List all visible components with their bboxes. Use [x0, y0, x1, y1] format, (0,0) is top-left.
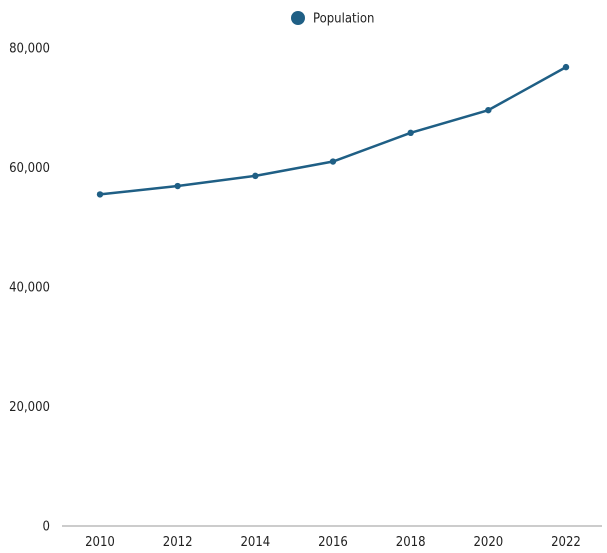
data-point	[562, 63, 570, 71]
x-tick-label: 2020	[473, 535, 503, 548]
legend: Population	[291, 11, 374, 27]
y-tick-label: 80,000	[9, 42, 50, 57]
x-tick-label: 2014	[240, 535, 270, 548]
x-tick-label: 2022	[551, 535, 581, 548]
x-tick-label: 2016	[318, 535, 348, 548]
series-line-population	[98, 65, 568, 196]
data-point	[96, 191, 104, 198]
plot-area	[96, 63, 570, 198]
y-axis: 0 20,000 40,000 60,000 80,000	[9, 42, 50, 535]
x-tick-label: 2010	[85, 535, 115, 548]
legend-marker-population	[291, 11, 305, 25]
x-axis: 2010 2012 2014 2016 2018 2020 2022	[62, 525, 602, 550]
x-tick-label: 2018	[396, 535, 426, 548]
data-point	[252, 172, 259, 180]
x-tick-label: 2012	[163, 535, 193, 548]
y-tick-label: 60,000	[9, 161, 50, 176]
y-tick-label: 20,000	[9, 400, 50, 415]
data-point	[407, 129, 414, 137]
data-point	[485, 106, 492, 114]
data-point	[174, 182, 181, 190]
y-tick-label: 0	[43, 520, 50, 535]
y-tick-label: 40,000	[9, 281, 50, 296]
legend-label-population: Population	[313, 12, 374, 27]
data-point	[329, 158, 337, 165]
